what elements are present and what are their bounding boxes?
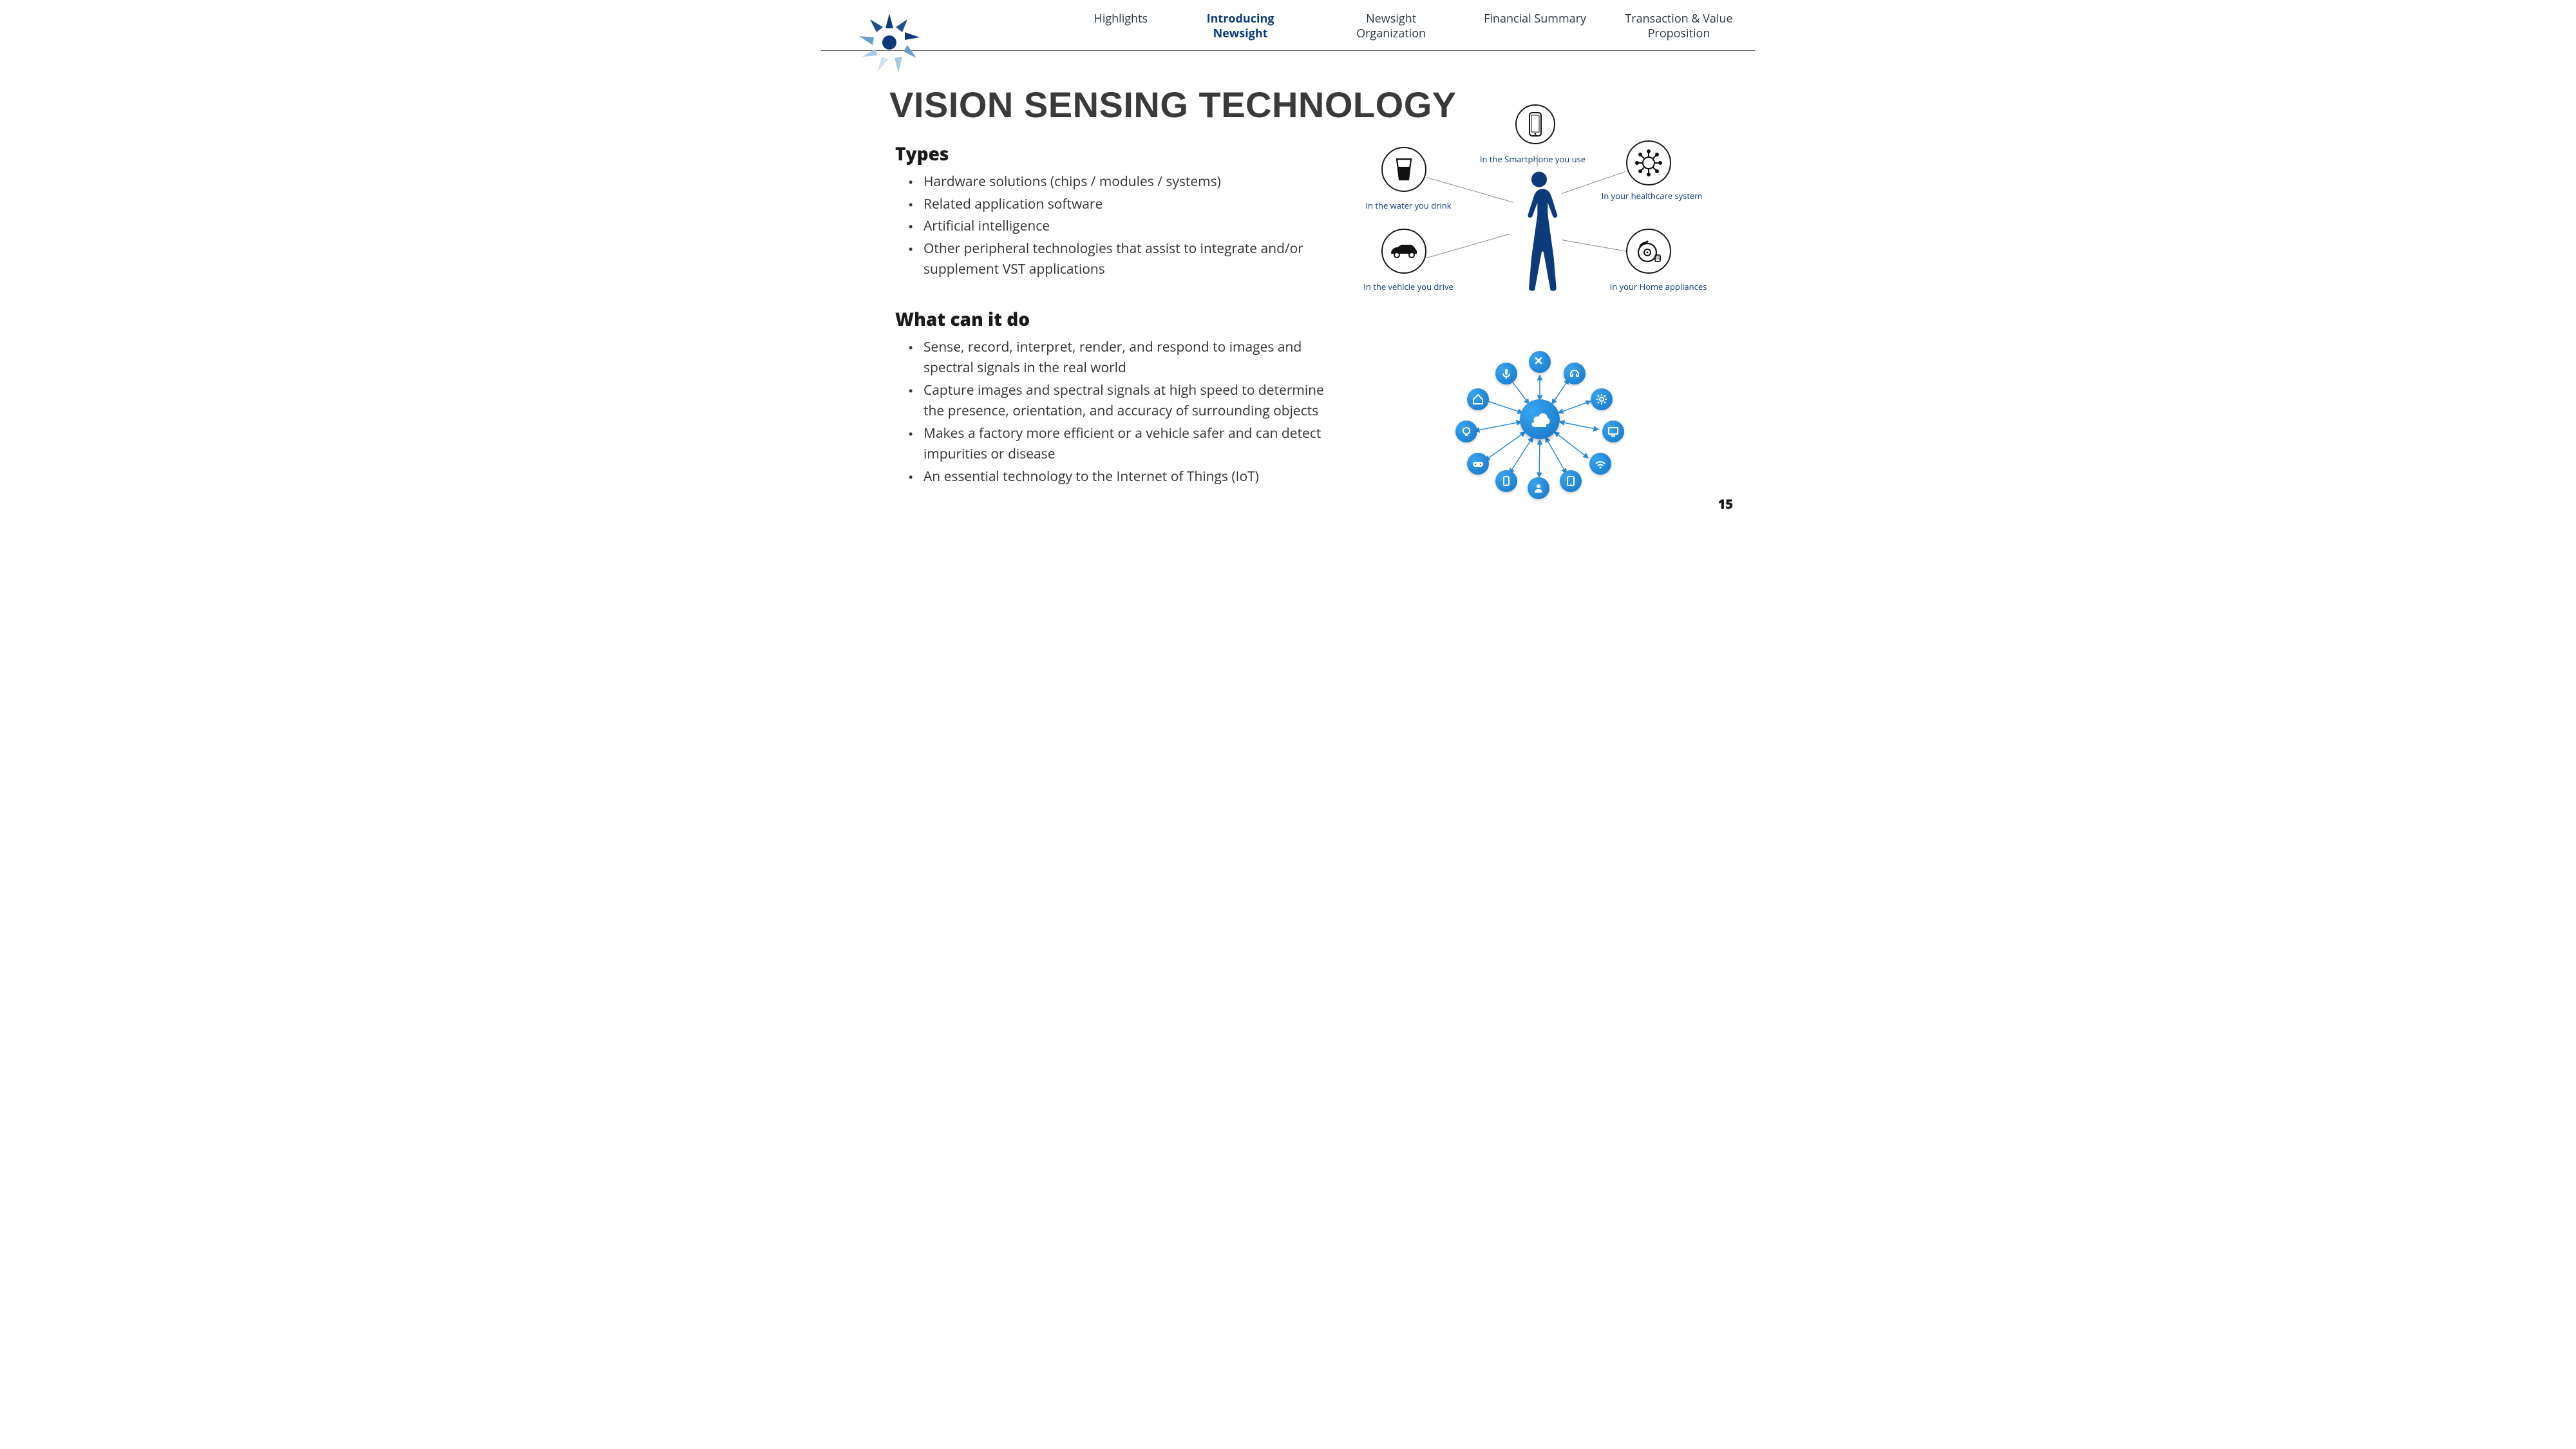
tools-icon: [1533, 355, 1546, 368]
what-bullet: Makes a factory more efficient or a vehi…: [921, 423, 1346, 465]
gear-node: [1591, 388, 1613, 410]
cloud-icon: [1527, 410, 1553, 428]
smartphone-icon: [1527, 111, 1544, 137]
connector-line: [1426, 177, 1513, 203]
healthcare-node: [1626, 140, 1671, 185]
bulb-icon: [1460, 425, 1473, 438]
user-icon: [1532, 482, 1545, 495]
types-list: Hardware solutions (chips / modules / sy…: [895, 171, 1346, 280]
slide: Highlights Introducing Newsight Newsight…: [821, 0, 1755, 526]
phone-node: [1495, 470, 1517, 492]
vehicle-label: In the vehicle you drive: [1350, 281, 1466, 292]
iot-diagram: [1449, 351, 1629, 493]
what-list: Sense, record, interpret, render, and re…: [895, 337, 1346, 488]
iot-center: [1520, 399, 1560, 439]
types-bullet: Related application software: [921, 194, 1346, 215]
house-node: [1467, 388, 1489, 410]
gear-icon: [1595, 393, 1608, 406]
person-icon: [1513, 171, 1565, 293]
gamepad-node: [1467, 453, 1489, 475]
healthcare-label: In your healthcare system: [1594, 190, 1710, 202]
types-bullet: Hardware solutions (chips / modules / sy…: [921, 171, 1346, 193]
types-bullet: Other peripheral technologies that assis…: [921, 238, 1346, 280]
tools-node: [1529, 351, 1551, 373]
top-nav: Highlights Introducing Newsight Newsight…: [1094, 12, 1737, 41]
headphones-node: [1564, 363, 1586, 384]
what-bullet: Sense, record, interpret, render, and re…: [921, 337, 1346, 379]
bulb-node: [1455, 421, 1477, 442]
appliances-label: In your Home appliances: [1600, 281, 1716, 292]
house-icon: [1472, 393, 1484, 406]
robot-vacuum-icon: [1634, 238, 1663, 264]
types-bullet: Artificial intelligence: [921, 216, 1346, 237]
starburst-icon: [857, 12, 922, 76]
nav-introducing[interactable]: Introducing Newsight: [1182, 12, 1298, 41]
smartphone-label: In the Smartphone you use: [1475, 153, 1591, 165]
mic-icon: [1500, 367, 1513, 380]
company-logo: [857, 12, 922, 76]
appliances-node: [1626, 229, 1671, 274]
smartphone-node: [1515, 104, 1555, 144]
monitor-icon: [1607, 425, 1620, 438]
wifi-icon: [1594, 457, 1607, 470]
nav-financial[interactable]: Financial Summary: [1484, 12, 1586, 26]
page-number: 15: [1718, 495, 1733, 513]
nav-transaction[interactable]: Transaction & Value Proposition: [1621, 12, 1737, 41]
water-label: In the water you drink: [1350, 200, 1466, 211]
nav-organization[interactable]: Newsight Organization: [1333, 12, 1449, 41]
tablet-node: [1560, 470, 1582, 492]
car-icon: [1388, 242, 1419, 260]
wifi-node: [1589, 453, 1611, 475]
tablet-icon: [1564, 475, 1577, 488]
types-heading: Types: [895, 142, 1346, 166]
glass-icon: [1393, 156, 1415, 182]
monitor-node: [1602, 421, 1624, 442]
connector-line: [1426, 234, 1510, 258]
nav-highlights[interactable]: Highlights: [1094, 12, 1148, 26]
what-heading: What can it do: [895, 307, 1346, 332]
virus-icon: [1635, 149, 1662, 176]
connector-line: [1562, 240, 1629, 252]
vehicle-node: [1381, 229, 1426, 274]
water-node: [1381, 147, 1426, 192]
headphones-icon: [1568, 367, 1581, 380]
content-left: Types Hardware solutions (chips / module…: [895, 142, 1346, 489]
what-bullet: Capture images and spectral signals at h…: [921, 380, 1346, 422]
what-bullet: An essential technology to the Internet …: [921, 466, 1346, 488]
user-node: [1528, 477, 1549, 499]
mic-node: [1495, 363, 1517, 384]
applications-diagram: In the Smartphone you use In the water y…: [1356, 103, 1729, 309]
header-divider: [821, 50, 1755, 51]
phone-icon: [1500, 475, 1513, 488]
gamepad-icon: [1472, 457, 1484, 470]
